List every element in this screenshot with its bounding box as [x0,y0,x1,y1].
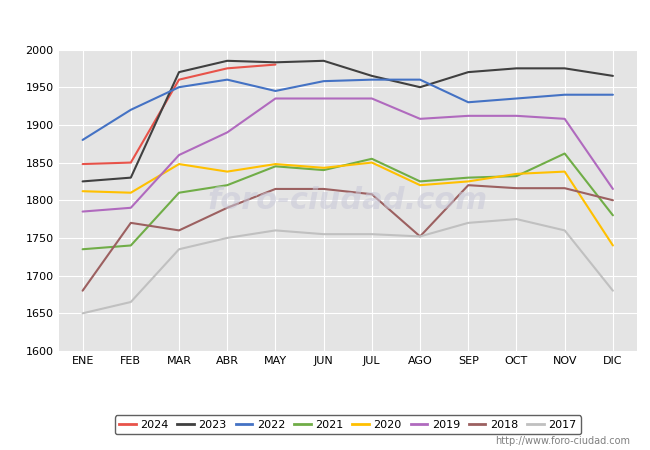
Text: http://www.foro-ciudad.com: http://www.foro-ciudad.com [495,436,630,446]
Text: foro-ciudad.com: foro-ciudad.com [208,186,488,215]
Legend: 2024, 2023, 2022, 2021, 2020, 2019, 2018, 2017: 2024, 2023, 2022, 2021, 2020, 2019, 2018… [114,415,581,434]
Text: Afiliados en Artés a 31/5/2024: Afiliados en Artés a 31/5/2024 [200,11,450,29]
